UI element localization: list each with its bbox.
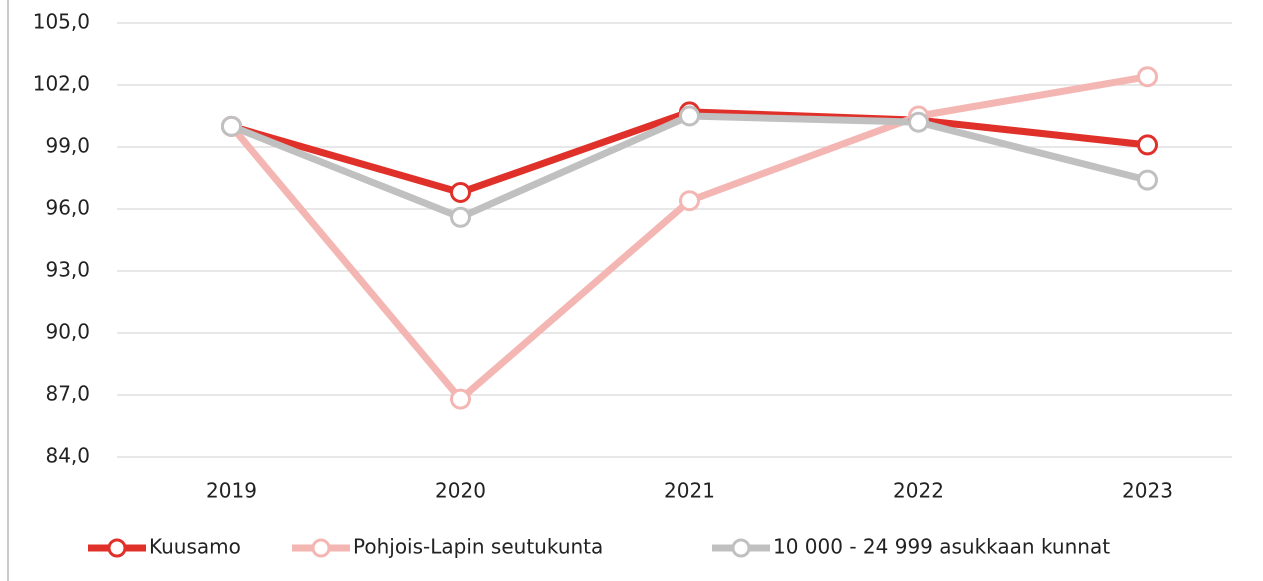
legend-label: Kuusamo: [149, 535, 241, 559]
x-tick-label: 2021: [664, 479, 715, 503]
y-tick-label: 105,0: [33, 10, 90, 34]
point-marker: [450, 388, 471, 410]
y-tick-label: 99,0: [45, 134, 90, 158]
x-tick-label: 2019: [206, 479, 257, 503]
point-marker: [1137, 66, 1158, 88]
point-marker: [679, 105, 700, 127]
y-tick-label: 87,0: [45, 382, 90, 406]
y-tick-label: 84,0: [45, 444, 90, 468]
legend-label: 10 000 - 24 999 asukkaan kunnat: [773, 535, 1110, 559]
x-tick-label: 2020: [435, 479, 486, 503]
point-marker: [908, 111, 929, 133]
point-marker: [1137, 169, 1158, 191]
point-marker: [450, 181, 471, 203]
x-tick-label: 2022: [893, 479, 944, 503]
legend-marker: [731, 538, 751, 558]
y-tick-label: 90,0: [45, 320, 90, 344]
point-marker: [679, 190, 700, 212]
y-tick-label: 102,0: [33, 72, 90, 96]
y-tick-label: 93,0: [45, 258, 90, 282]
y-tick-label: 96,0: [45, 196, 90, 220]
point-marker: [450, 206, 471, 228]
legend-marker: [107, 538, 127, 558]
point-marker: [221, 115, 242, 137]
x-tick-label: 2023: [1122, 479, 1173, 503]
legend-marker: [311, 538, 331, 558]
legend-label: Pohjois-Lapin seutukunta: [353, 535, 603, 559]
point-marker: [1137, 134, 1158, 156]
